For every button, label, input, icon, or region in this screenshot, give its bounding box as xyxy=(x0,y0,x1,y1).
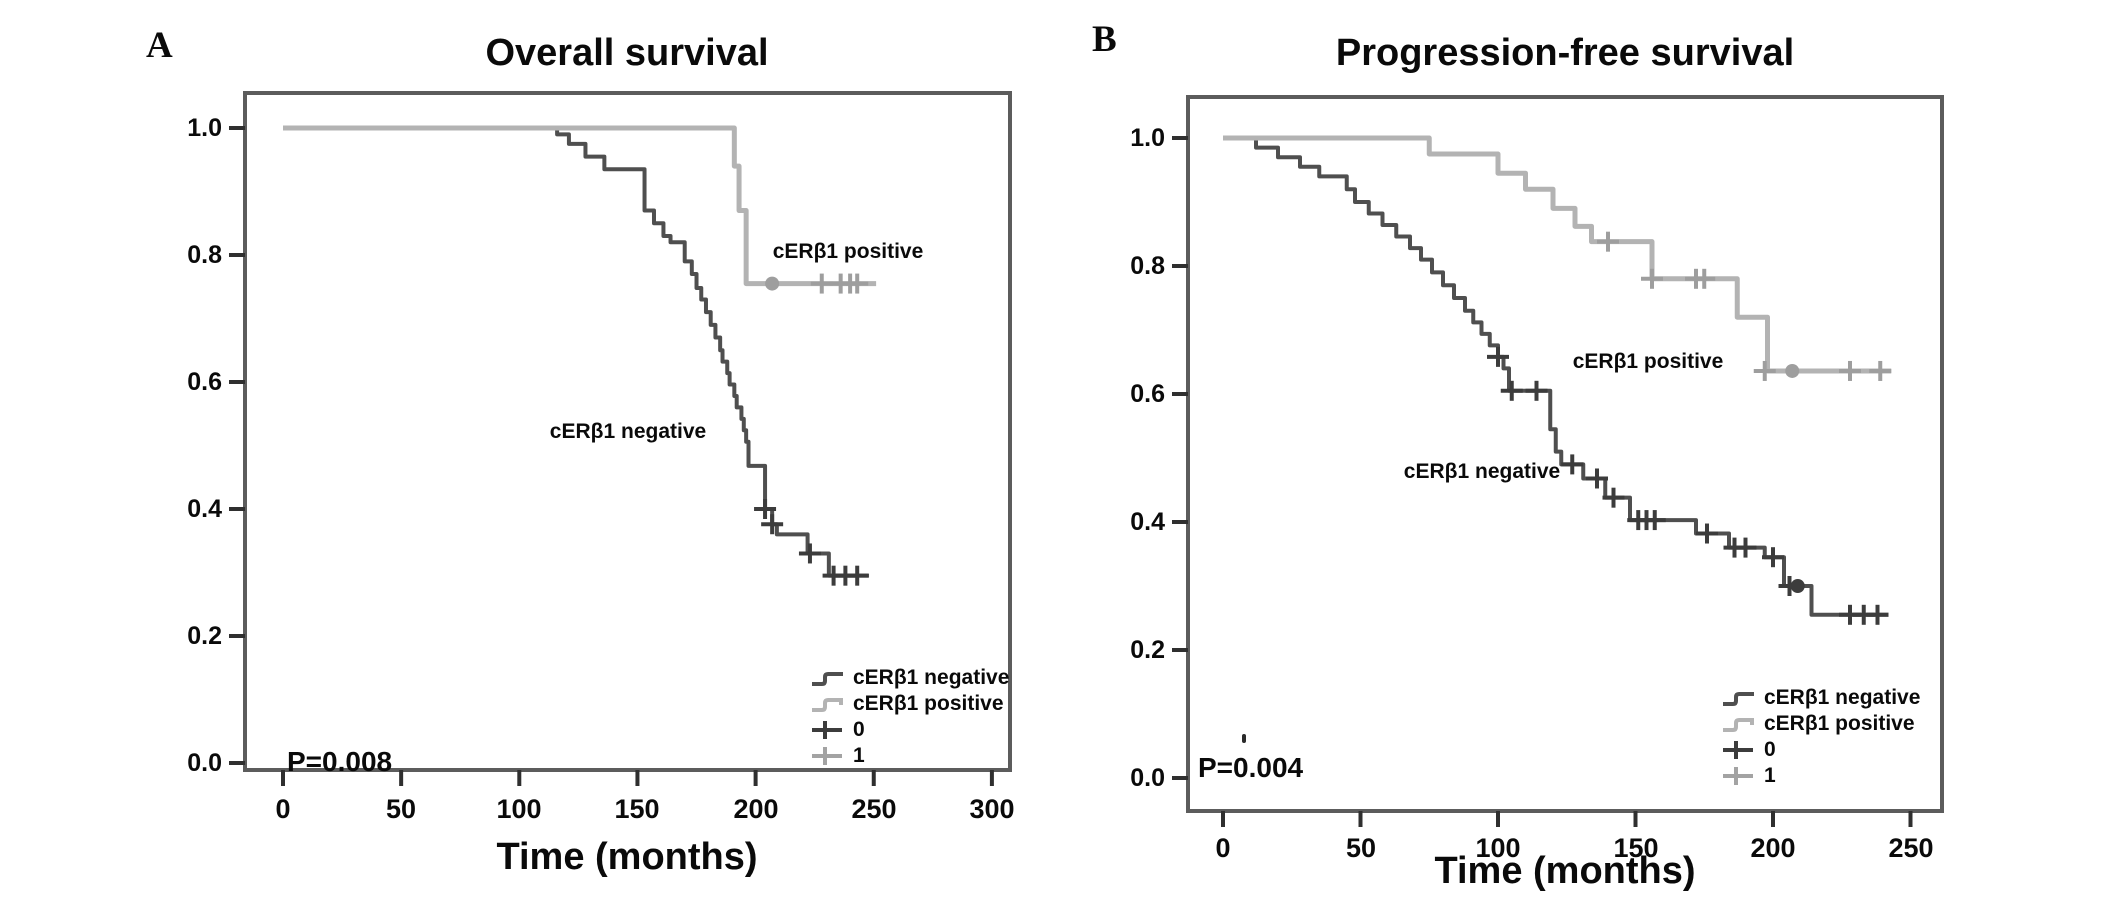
plot-frame xyxy=(243,91,1012,772)
panel-b-ytick-0.0: 0.0 xyxy=(1130,764,1165,792)
plus-censor-icon xyxy=(1723,767,1753,785)
panel-b-xtick-50: 50 xyxy=(1345,833,1377,863)
panel-b-xtick-100: 100 xyxy=(1475,833,1521,863)
panel-b-ytick-0.4: 0.4 xyxy=(1130,508,1165,536)
panel-a-negative-curve-label: cERβ1 negative xyxy=(549,420,707,443)
panel-b-legend-item-censor-1: 1 xyxy=(1721,763,1776,789)
panel-b-xtick-200: 200 xyxy=(1750,833,1796,863)
legend-label: cERβ1 negative xyxy=(1764,686,1921,709)
panel-a-legend-item-positive: cERβ1 positive xyxy=(810,691,1004,717)
panel-a-ytick-0.6: 0.6 xyxy=(187,368,222,396)
panel-a-positive-curve-label: cERβ1 positive xyxy=(772,240,924,263)
panel-a-ytick-0.4: 0.4 xyxy=(187,495,222,523)
panel-b-p-value: P=0.004 xyxy=(1198,752,1304,783)
censor-cluster-positive xyxy=(765,276,780,291)
plus-censor-icon xyxy=(812,721,842,739)
panel-a-ytick-1.0: 1.0 xyxy=(187,114,222,142)
legend-label: 1 xyxy=(853,744,865,767)
panel-a-letter: A xyxy=(146,25,173,66)
panel-b-xtick-0: 0 xyxy=(1215,833,1231,863)
panel-a-legend-item-censor-0: 0 xyxy=(810,717,865,743)
panel-b-legend-item-censor-0: 0 xyxy=(1721,737,1776,763)
legend-label: cERβ1 positive xyxy=(1764,712,1915,735)
plot-frame xyxy=(1186,95,1944,813)
panel-a-xtick-100: 100 xyxy=(496,794,542,824)
panel-b-positive-curve-label: cERβ1 positive xyxy=(1572,350,1724,373)
panel-a-xtick-150: 150 xyxy=(614,794,660,824)
censor-cluster-positive xyxy=(1785,363,1800,378)
panel-a-ytick-0.2: 0.2 xyxy=(187,622,222,650)
panel-b-ytick-0.2: 0.2 xyxy=(1130,636,1165,664)
panel-b-xtick-150: 150 xyxy=(1613,833,1659,863)
legend-label: cERβ1 negative xyxy=(853,666,1010,689)
panel-a-xtick-50: 50 xyxy=(385,794,417,824)
step-line-icon xyxy=(812,672,843,686)
legend-label: cERβ1 positive xyxy=(853,692,1004,715)
panel-b-legend-item-negative: cERβ1 negative xyxy=(1721,685,1920,711)
stray-censor-mark xyxy=(1242,734,1246,743)
panel-a-xtick-0: 0 xyxy=(275,794,291,824)
legend-label: 0 xyxy=(853,718,865,741)
panel-b-ytick-0.8: 0.8 xyxy=(1130,252,1165,280)
step-line-icon xyxy=(1723,718,1754,732)
km-curve-positive xyxy=(283,125,877,287)
panel-a-xtick-300: 300 xyxy=(969,794,1015,824)
plus-censor-icon xyxy=(1723,741,1753,759)
panel-a-xtick-250: 250 xyxy=(851,794,897,824)
panel-a-legend-item-censor-1: 1 xyxy=(810,743,865,769)
panel-a-xtick-200: 200 xyxy=(733,794,779,824)
panel-b-letter: B xyxy=(1092,19,1117,60)
panel-b-x-axis-label: Time (months) xyxy=(1434,850,1696,892)
censor-cluster-negative xyxy=(1790,579,1805,593)
panel-b-legend-item-positive: cERβ1 positive xyxy=(1721,711,1915,737)
panel-b-xtick-250: 250 xyxy=(1888,833,1934,863)
panel-b-title: Progression-free survival xyxy=(1335,32,1795,74)
panel-a-title: Overall survival xyxy=(485,32,769,74)
panel-b-ytick-0.6: 0.6 xyxy=(1130,380,1165,408)
panel-a-ytick-0.8: 0.8 xyxy=(187,241,222,269)
legend-label: 1 xyxy=(1764,764,1776,787)
panel-b-negative-curve-label: cERβ1 negative xyxy=(1403,460,1561,483)
panel-a-x-axis-label: Time (months) xyxy=(496,836,758,878)
panel-a-legend-item-negative: cERβ1 negative xyxy=(810,665,1009,691)
panel-a-p-value: P=0.008 xyxy=(287,746,393,777)
step-line-icon xyxy=(1723,692,1754,706)
panel-b-ytick-1.0: 1.0 xyxy=(1130,124,1165,152)
step-line-icon xyxy=(812,698,843,712)
plus-censor-icon xyxy=(812,747,842,765)
panel-a-ytick-0.0: 0.0 xyxy=(187,749,222,777)
km-curve-negative xyxy=(283,126,870,578)
legend-label: 0 xyxy=(1764,738,1776,761)
km-curve-positive xyxy=(1223,135,1892,374)
